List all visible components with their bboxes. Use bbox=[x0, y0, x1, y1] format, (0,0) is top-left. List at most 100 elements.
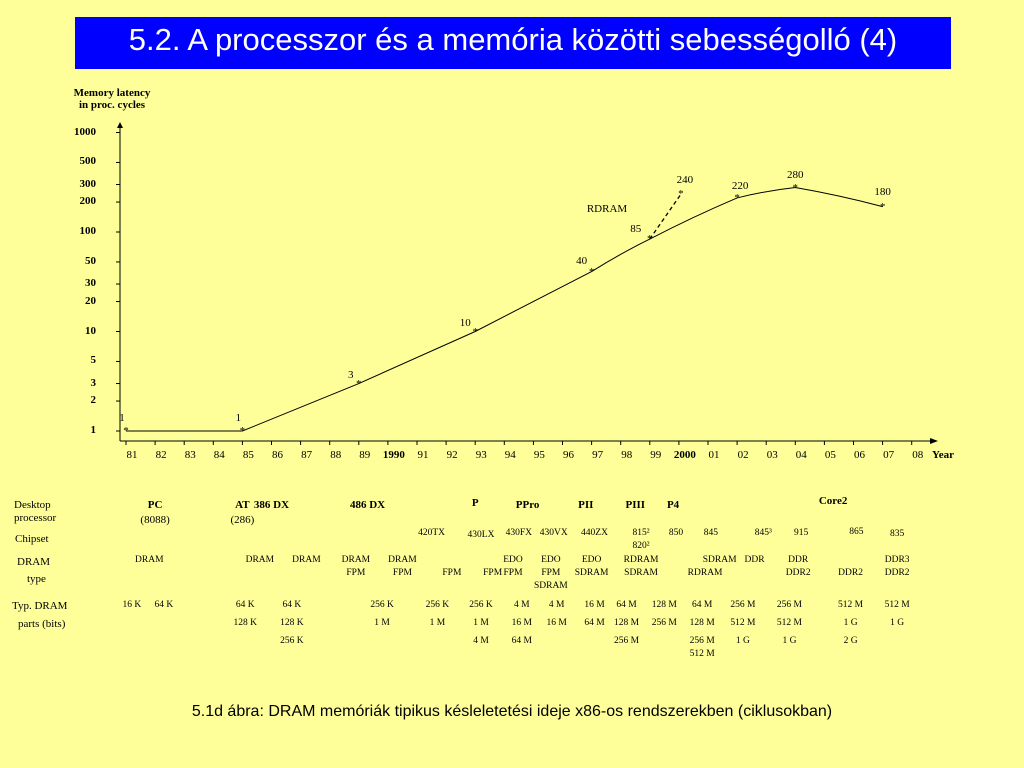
y-tick-label: 1 bbox=[90, 424, 97, 436]
dram-part-label: 256 M bbox=[776, 600, 803, 610]
x-tick-label: 96 bbox=[563, 449, 574, 461]
dram-type-label: EDO bbox=[581, 555, 602, 565]
dram-part-label: 512 M bbox=[776, 618, 803, 628]
dram-part-label: 1 G bbox=[843, 618, 858, 628]
dram-part-label: 1 G bbox=[890, 618, 905, 628]
dram-part-label: 512 M bbox=[730, 618, 756, 628]
dram-type-label: FPM bbox=[392, 568, 412, 578]
x-tick-label: 2000 bbox=[673, 449, 696, 461]
dram-part-label: 16 M bbox=[584, 600, 605, 610]
data-point-label: 85 bbox=[630, 223, 642, 236]
dram-part-label: 128 M bbox=[651, 600, 677, 610]
y-tick-label: 30 bbox=[85, 277, 96, 290]
dram-type-label: RDRAM bbox=[623, 555, 659, 565]
y-tick-label: 200 bbox=[79, 195, 97, 208]
chipset-label: 845 bbox=[703, 528, 719, 538]
slide-title: 5.2. A processzor és a memória közötti s… bbox=[128, 22, 898, 57]
x-tick-label: 03 bbox=[766, 449, 778, 461]
dram-type-label: DRAM bbox=[245, 555, 275, 565]
x-tick-label: 05 bbox=[824, 449, 836, 461]
data-point-label: 1 bbox=[235, 412, 242, 424]
x-tick-label: 93 bbox=[475, 449, 487, 461]
chipset-label: 420TX bbox=[418, 528, 446, 538]
dram-type-label: FPM bbox=[503, 568, 523, 578]
dram-type-label: DRAM bbox=[292, 555, 321, 565]
dram-type-label: DDR3 bbox=[884, 555, 910, 565]
dram-type-label: DRAM bbox=[341, 555, 371, 565]
dram-part-label: 64 K bbox=[235, 600, 255, 610]
row-header-parts: parts (bits) bbox=[18, 618, 66, 630]
dram-type-label: SDRAM bbox=[702, 555, 737, 565]
data-point-marker: * bbox=[647, 233, 653, 246]
dram-part-label: 512 M bbox=[838, 600, 864, 610]
x-tick-label: 98 bbox=[621, 449, 633, 461]
data-point-label: 1 bbox=[119, 412, 125, 424]
x-tick-label: 97 bbox=[592, 449, 604, 461]
dram-part-label: 256 K bbox=[425, 600, 450, 610]
x-tick-label: 91 bbox=[417, 449, 429, 461]
dram-part-label: 256 M bbox=[730, 600, 756, 610]
chipset-label: 430LX bbox=[467, 530, 495, 540]
chipset-label: 865 bbox=[849, 527, 864, 537]
data-point-marker: * bbox=[792, 181, 799, 194]
processor-label: PIII bbox=[625, 499, 646, 511]
dram-part-label: 16 M bbox=[546, 618, 567, 628]
dram-part-label: 1 M bbox=[473, 618, 489, 628]
dram-type-label: DDR bbox=[788, 555, 809, 565]
dram-part-label: 1 M bbox=[429, 618, 446, 628]
row-header-chipset: Chipset bbox=[15, 533, 49, 545]
x-tick-label: 04 bbox=[795, 449, 807, 461]
processor-label: P bbox=[471, 497, 479, 509]
processor-label: (8088) bbox=[140, 514, 170, 526]
x-axis-title: Year bbox=[932, 449, 954, 461]
row-header-dram: DRAM bbox=[17, 556, 51, 568]
data-point-label: 180 bbox=[874, 185, 891, 198]
dram-type-label: RDRAM bbox=[687, 568, 723, 578]
row-header-dram: type bbox=[27, 573, 46, 585]
processor-label: PPro bbox=[515, 499, 540, 511]
x-tick-label: 08 bbox=[912, 449, 924, 461]
dram-part-label: 256 K bbox=[469, 600, 493, 610]
x-tick-label: 82 bbox=[155, 449, 167, 461]
data-point-marker: * bbox=[879, 200, 886, 213]
chipset-label: 820² bbox=[632, 541, 650, 551]
dram-part-label: 256 K bbox=[370, 600, 394, 610]
dram-part-label: 256 K bbox=[280, 636, 304, 646]
data-point-label: 280 bbox=[787, 168, 804, 181]
chipset-label: 915 bbox=[793, 528, 809, 538]
figure-caption: 5.1d ábra: DRAM memóriák tipikus késlele… bbox=[191, 703, 833, 720]
x-tick-label: 07 bbox=[883, 449, 895, 461]
x-tick-label: 06 bbox=[854, 449, 865, 461]
y-tick-label: 300 bbox=[79, 177, 97, 190]
data-point-label: 40 bbox=[576, 254, 588, 267]
dram-part-label: 64 K bbox=[154, 600, 174, 610]
x-tick-label: 95 bbox=[533, 449, 545, 461]
x-tick-label: 92 bbox=[446, 449, 458, 461]
row-header-processor: Desktop bbox=[14, 499, 51, 511]
data-point-label: 220 bbox=[731, 179, 749, 192]
y-tick-label: 100 bbox=[79, 225, 97, 237]
dram-type-label: SDRAM bbox=[574, 568, 609, 578]
dram-type-label: FPM bbox=[483, 568, 503, 578]
x-tick-label: 01 bbox=[708, 449, 720, 461]
x-tick-label: 94 bbox=[504, 449, 516, 461]
chipset-label: 835 bbox=[890, 529, 905, 539]
processor-label: 386 DX bbox=[253, 499, 290, 511]
row-header-processor: processor bbox=[14, 512, 57, 524]
y-tick-label: 50 bbox=[85, 254, 96, 267]
processor-label: PC bbox=[147, 499, 163, 511]
chipset-label: 440ZX bbox=[581, 528, 608, 538]
dram-part-label: 4 M bbox=[548, 600, 565, 610]
dram-type-label: DRAM bbox=[135, 555, 164, 565]
dram-part-label: 64 M bbox=[616, 600, 637, 610]
dram-type-label: DDR2 bbox=[838, 568, 863, 578]
dram-part-label: 16 M bbox=[511, 618, 532, 628]
data-point-marker: * bbox=[239, 425, 246, 437]
dram-type-label: FPM bbox=[442, 568, 462, 578]
dram-part-label: 256 M bbox=[651, 618, 677, 628]
dram-type-label: EDO bbox=[541, 555, 561, 565]
dram-part-label: 256 M bbox=[613, 636, 640, 646]
x-tick-label: 85 bbox=[242, 449, 254, 461]
data-point-marker: * bbox=[356, 377, 362, 390]
dram-type-label: DRAM bbox=[388, 555, 417, 565]
